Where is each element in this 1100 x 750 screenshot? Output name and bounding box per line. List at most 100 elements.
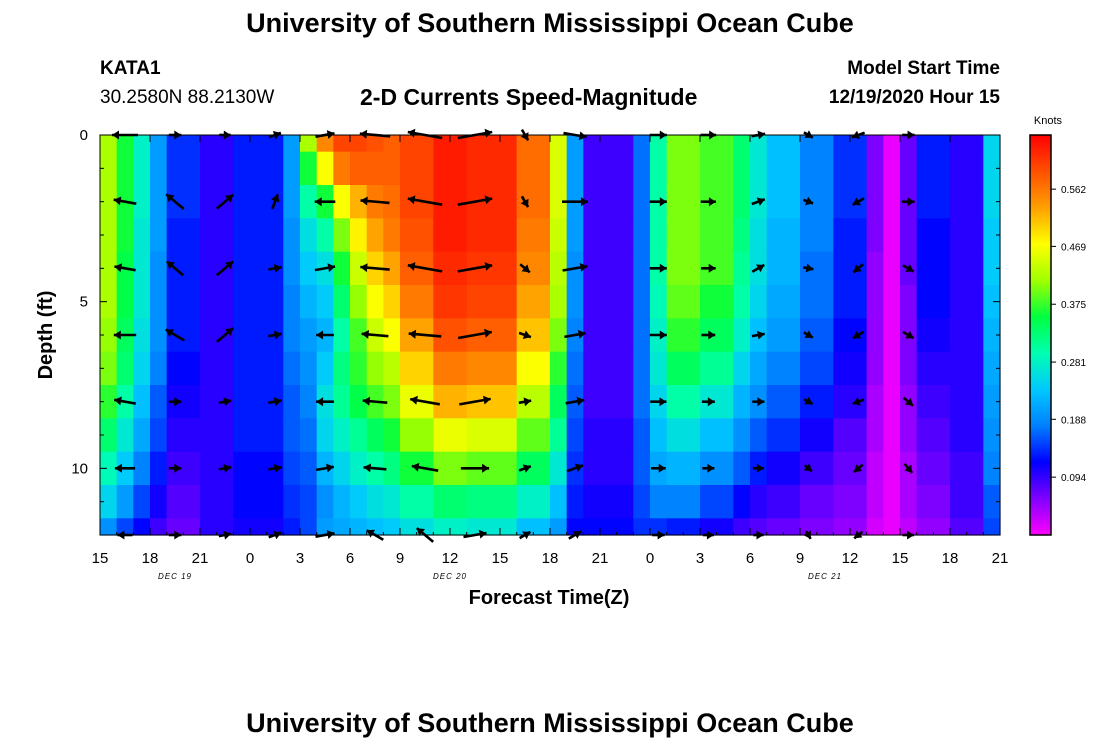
heatmap-cell bbox=[833, 385, 868, 419]
heatmap-cell bbox=[666, 185, 701, 219]
heatmap-cell bbox=[100, 151, 118, 186]
heatmap-cell bbox=[983, 135, 1001, 153]
heatmap-cell bbox=[516, 151, 551, 186]
heatmap-cell bbox=[866, 418, 884, 453]
heatmap-cell bbox=[350, 351, 368, 386]
heatmap-cell bbox=[950, 351, 984, 386]
heatmap-cell bbox=[383, 285, 401, 319]
heatmap-cell bbox=[283, 218, 301, 253]
heatmap-cell bbox=[400, 351, 434, 386]
heatmap-cell bbox=[466, 485, 518, 519]
heatmap-cell bbox=[400, 151, 434, 186]
current-vector bbox=[314, 263, 336, 273]
heatmap-cell bbox=[583, 518, 634, 536]
heatmap-cell bbox=[333, 285, 351, 319]
heatmap-cell bbox=[283, 251, 301, 286]
heatmap-cell bbox=[950, 485, 984, 519]
current-vector bbox=[751, 197, 766, 206]
heatmap-cell bbox=[900, 151, 918, 186]
x-tick-label: 15 bbox=[492, 550, 509, 567]
heatmap-cell bbox=[133, 485, 151, 519]
heatmap-cell bbox=[733, 285, 751, 319]
station-coordinates: 30.2580N 88.2130W bbox=[100, 87, 275, 108]
heatmap-cell bbox=[116, 485, 134, 519]
heatmap-cell bbox=[950, 135, 984, 153]
heatmap-cell bbox=[983, 351, 1001, 386]
current-vector bbox=[113, 396, 137, 406]
heatmap-cell bbox=[150, 285, 168, 319]
current-vector bbox=[316, 397, 334, 407]
x-tick-label: 15 bbox=[892, 550, 909, 567]
heatmap-cell bbox=[666, 451, 701, 486]
current-vector bbox=[903, 462, 914, 474]
x-tick-label: 21 bbox=[192, 550, 209, 567]
heatmap-cell bbox=[283, 151, 301, 186]
heatmap-cell bbox=[516, 518, 551, 536]
heatmap-cell bbox=[950, 185, 984, 219]
heatmap-cell bbox=[733, 318, 751, 353]
heatmap-cell bbox=[233, 135, 284, 153]
heatmap-cell bbox=[350, 385, 368, 419]
heatmap-cell bbox=[283, 418, 301, 453]
heatmap-cell bbox=[700, 485, 734, 519]
heatmap-cell bbox=[300, 285, 318, 319]
y-axis: 0 5 10 bbox=[71, 127, 1000, 503]
heatmap-cell bbox=[950, 385, 984, 419]
heatmap-cell bbox=[516, 485, 551, 519]
model-start-label: Model Start Time bbox=[847, 58, 1000, 79]
heatmap-cell bbox=[900, 518, 918, 536]
heatmap-cell bbox=[583, 285, 634, 319]
heatmap-cell bbox=[766, 185, 801, 219]
heatmap-cell bbox=[116, 418, 134, 453]
heatmap-cell bbox=[633, 185, 651, 219]
heatmap-cell bbox=[350, 451, 368, 486]
current-vector bbox=[565, 396, 585, 406]
x-tick-label: 21 bbox=[992, 550, 1009, 567]
heatmap-cell bbox=[566, 351, 584, 386]
heatmap-cell bbox=[100, 351, 118, 386]
heatmap-cell bbox=[666, 285, 701, 319]
current-vector bbox=[165, 193, 185, 210]
colorbar-label: Knots bbox=[1034, 115, 1063, 127]
heatmap-cell bbox=[433, 518, 468, 536]
heatmap-cell bbox=[983, 151, 1001, 186]
heatmap-cell bbox=[333, 451, 351, 486]
heatmap-cell bbox=[666, 485, 701, 519]
heatmap-cell bbox=[516, 318, 551, 353]
heatmap-cell bbox=[733, 385, 751, 419]
heatmap-cell bbox=[333, 135, 351, 153]
heatmap-cell bbox=[433, 151, 468, 186]
current-vector bbox=[215, 193, 235, 210]
current-vector bbox=[803, 396, 814, 406]
current-vector bbox=[407, 195, 443, 206]
heatmap-cell bbox=[833, 251, 868, 286]
heatmap-cell bbox=[983, 518, 1001, 536]
heatmap-cell bbox=[366, 485, 384, 519]
current-vector bbox=[168, 463, 182, 473]
heatmap-cell bbox=[150, 251, 168, 286]
heatmap-cell bbox=[733, 518, 751, 536]
heatmap-cell bbox=[733, 418, 751, 453]
heatmap-cell bbox=[350, 218, 368, 253]
heatmap-cell bbox=[150, 318, 168, 353]
heatmap-cell bbox=[566, 151, 584, 186]
date-label: DEC 20 bbox=[433, 572, 467, 581]
x-tick-label: 12 bbox=[842, 550, 859, 567]
heatmap-cell bbox=[100, 385, 118, 419]
current-vector bbox=[408, 329, 442, 339]
current-vector bbox=[751, 330, 765, 340]
heatmap-cell bbox=[583, 318, 634, 353]
heatmap-cell bbox=[300, 351, 318, 386]
heatmap-cell bbox=[133, 518, 151, 536]
heatmap-cell bbox=[916, 318, 951, 353]
current-vector bbox=[803, 130, 814, 139]
date-label: DEC 21 bbox=[808, 572, 842, 581]
heatmap-cell bbox=[766, 351, 801, 386]
heatmap-cell bbox=[833, 285, 868, 319]
heatmap-cell bbox=[383, 318, 401, 353]
y-tick-label: 5 bbox=[80, 294, 88, 311]
heatmap-cell bbox=[766, 318, 801, 353]
heatmap-cell bbox=[700, 135, 734, 153]
heatmap-cell bbox=[900, 218, 918, 253]
current-vector bbox=[518, 464, 532, 473]
